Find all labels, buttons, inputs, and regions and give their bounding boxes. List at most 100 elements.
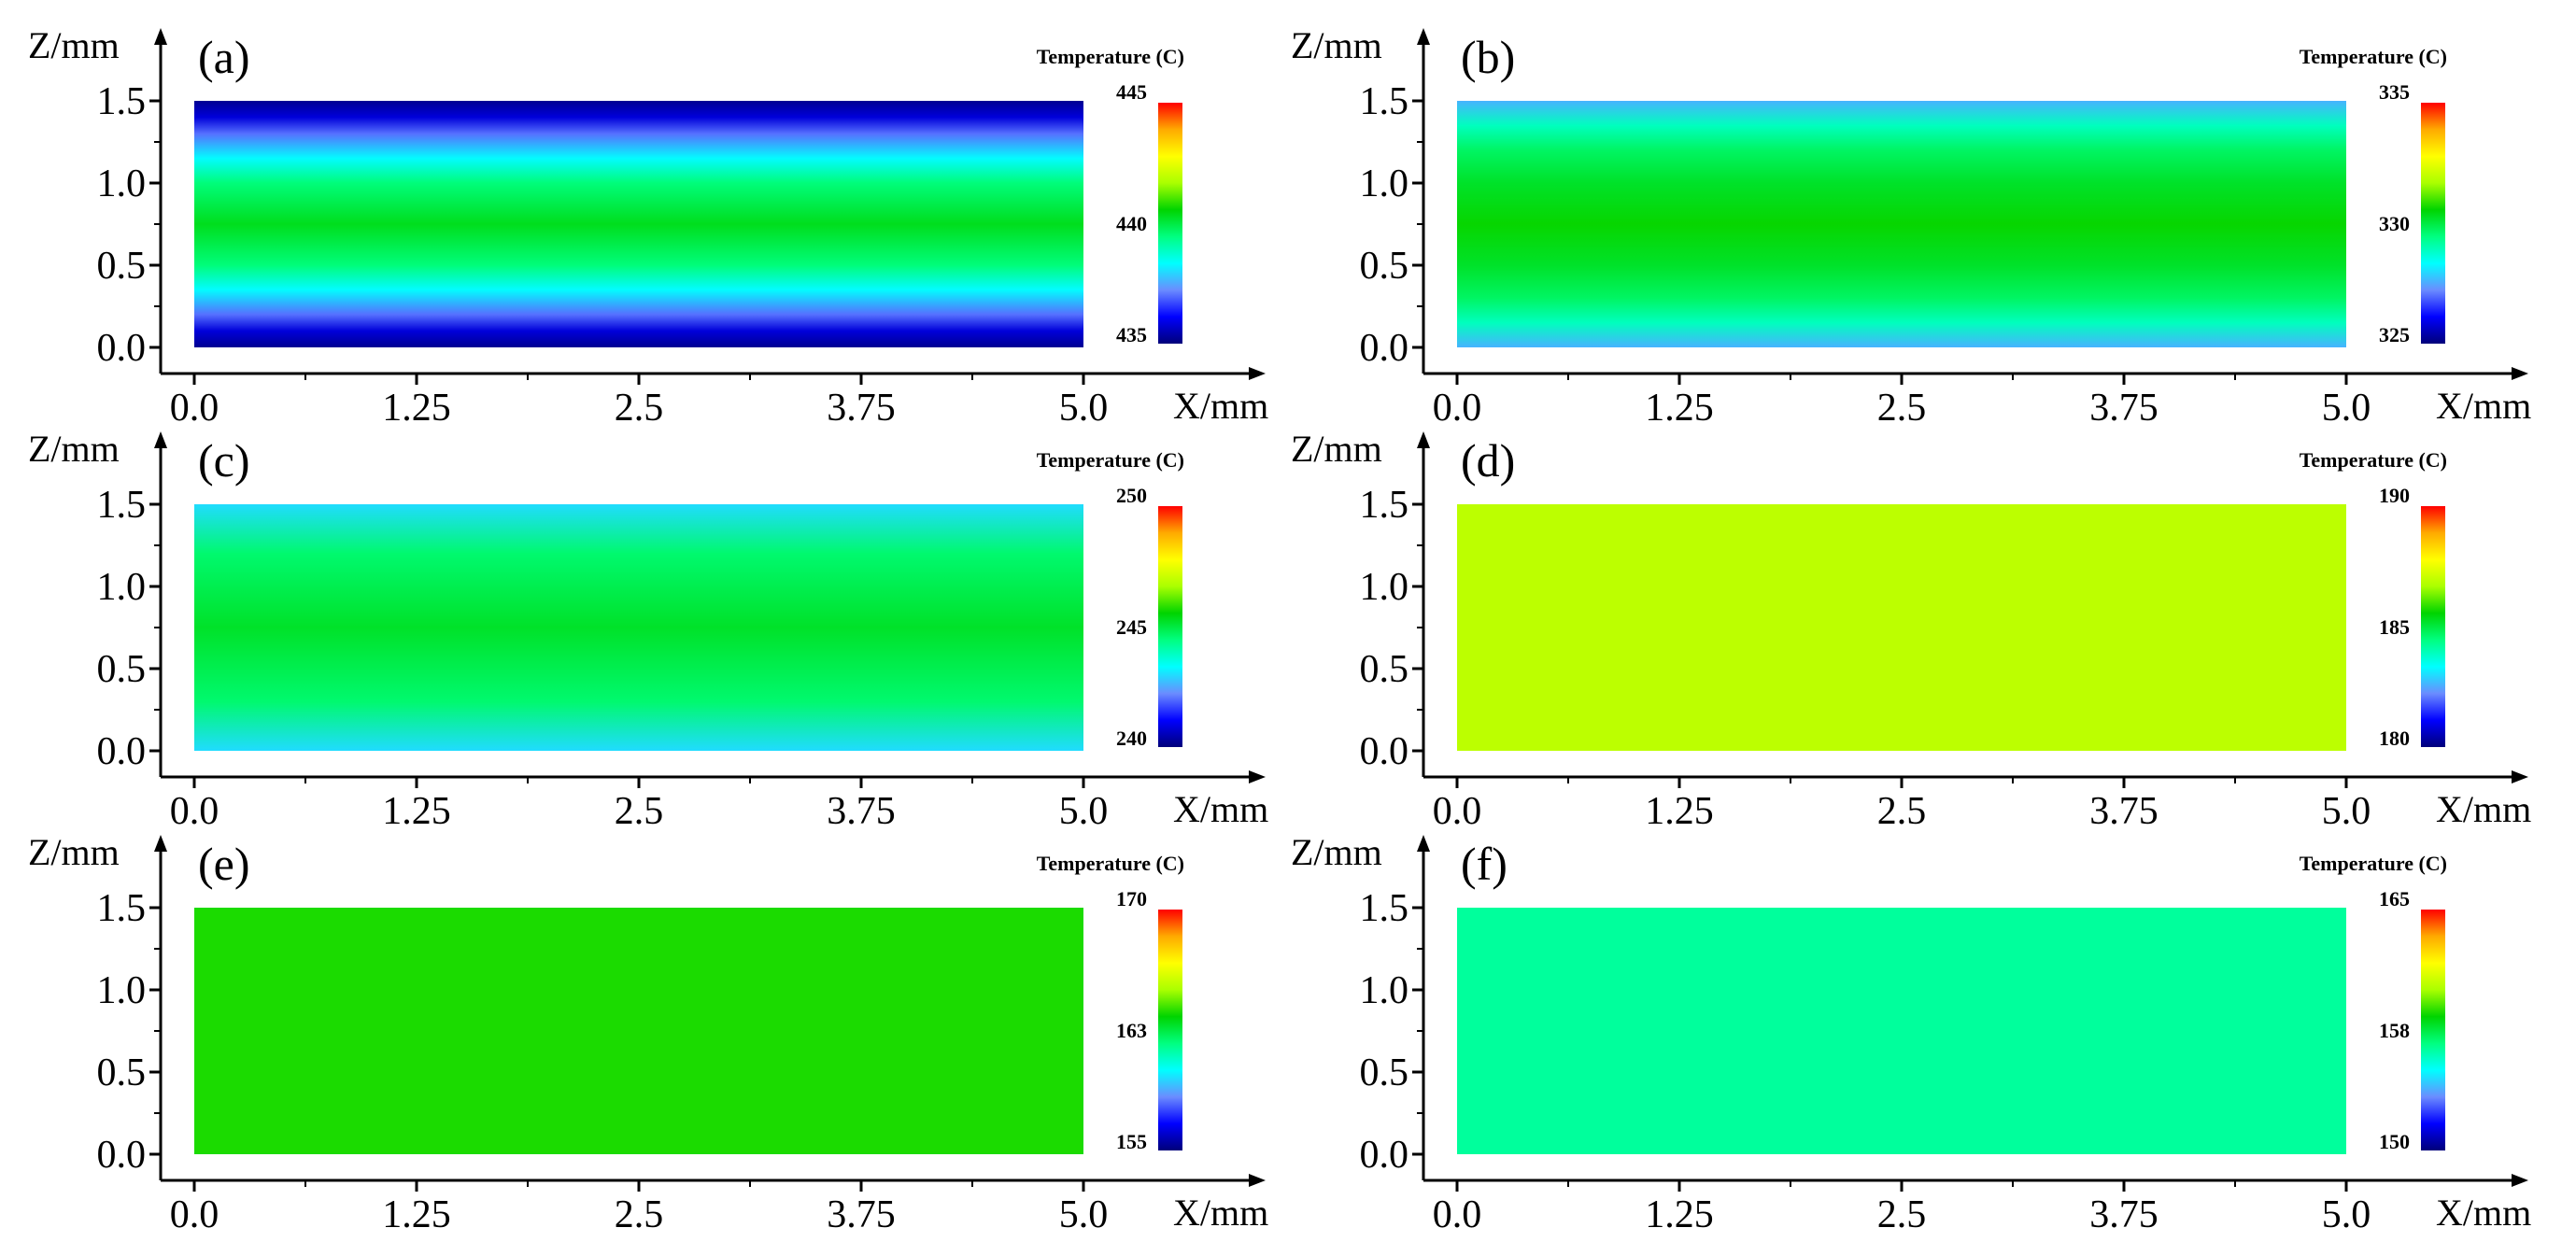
colorbar-title: Temperature (C) — [2300, 852, 2447, 875]
colorbar-title: Temperature (C) — [1037, 852, 1184, 875]
colorbar-tick-label: 240 — [1116, 727, 1147, 750]
y-axis-arrow — [1417, 835, 1430, 852]
x-tick-label: 5.0 — [1059, 1193, 1109, 1236]
y-tick-label: 1.0 — [1360, 566, 1409, 609]
y-axis-arrow — [154, 835, 167, 852]
colorbar — [2421, 910, 2445, 1150]
panel-b: 0.0 0.5 1.0 1.5 0.0 1.25 2.5 3.75 5.0 Z/mm X/mm (b)… — [1291, 24, 2531, 430]
colorbar-tick-label: 435 — [1116, 323, 1147, 346]
y-tick-label: 1.0 — [97, 162, 147, 205]
colorbar-tick-label: 150 — [2379, 1130, 2410, 1153]
x-axis-arrow — [2512, 1174, 2528, 1187]
colorbar-title: Temperature (C) — [2300, 45, 2447, 68]
x-axis-label: X/mm — [2436, 385, 2531, 427]
colorbar-tick-label: 158 — [2379, 1019, 2410, 1042]
x-tick-label: 2.5 — [615, 790, 664, 833]
y-tick-label: 1.5 — [1360, 484, 1409, 527]
y-axis-label: Z/mm — [1291, 24, 1382, 66]
y-tick-label: 0.0 — [97, 1134, 147, 1177]
y-tick-label: 1.5 — [97, 484, 147, 527]
x-tick-label: 2.5 — [615, 387, 664, 430]
temperature-field — [1457, 504, 2346, 751]
x-axis-label: X/mm — [1173, 1192, 1268, 1234]
colorbar-tick-label: 185 — [2379, 615, 2410, 639]
x-tick-label: 3.75 — [827, 790, 896, 833]
x-tick-label: 0.0 — [170, 790, 219, 833]
y-tick-label: 1.5 — [1360, 887, 1409, 930]
y-axis-label: Z/mm — [28, 428, 120, 470]
y-tick-label: 0.0 — [97, 327, 147, 370]
colorbar-tick-label: 165 — [2379, 887, 2410, 910]
colorbar — [2421, 103, 2445, 344]
x-tick-label: 0.0 — [170, 1193, 219, 1236]
colorbar-title: Temperature (C) — [1037, 45, 1184, 68]
x-axis-arrow — [2512, 367, 2528, 380]
x-tick-label: 3.75 — [827, 387, 896, 430]
colorbar-tick-label: 325 — [2379, 323, 2410, 346]
y-tick-label: 1.0 — [1360, 162, 1409, 205]
x-tick-label: 1.25 — [1645, 1193, 1714, 1236]
colorbar-tick-label: 180 — [2379, 727, 2410, 750]
colorbar-tick-label: 440 — [1116, 212, 1147, 235]
y-axis-label: Z/mm — [28, 24, 120, 66]
y-tick-label: 0.5 — [1360, 648, 1409, 691]
x-axis-label: X/mm — [1173, 788, 1268, 830]
x-axis-arrow — [1249, 1174, 1266, 1187]
panel-c: 0.0 0.5 1.0 1.5 0.0 1.25 2.5 3.75 5.0 Z/mm X/mm (c)… — [28, 428, 1268, 833]
panel-d: 0.0 0.5 1.0 1.5 0.0 1.25 2.5 3.75 5.0 Z/mm X/mm (d)… — [1291, 428, 2531, 833]
x-tick-label: 2.5 — [615, 1193, 664, 1236]
x-tick-label: 5.0 — [2322, 790, 2371, 833]
y-tick-label: 0.0 — [1360, 1134, 1409, 1177]
y-axis-label: Z/mm — [28, 831, 120, 873]
y-axis-arrow — [1417, 431, 1430, 448]
x-tick-label: 2.5 — [1877, 790, 1927, 833]
y-tick-label: 0.0 — [1360, 327, 1409, 370]
colorbar — [1158, 910, 1182, 1150]
y-tick-label: 1.0 — [97, 566, 147, 609]
panel-label: (c) — [198, 434, 250, 487]
colorbar-tick-label: 163 — [1116, 1019, 1147, 1042]
colorbar-tick-label: 250 — [1116, 484, 1147, 507]
y-axis-arrow — [154, 28, 167, 45]
x-tick-label: 0.0 — [1433, 790, 1482, 833]
x-tick-label: 0.0 — [170, 387, 219, 430]
x-axis-arrow — [2512, 770, 2528, 783]
colorbar-title: Temperature (C) — [2300, 448, 2447, 472]
x-tick-label: 5.0 — [1059, 387, 1109, 430]
y-tick-label: 0.0 — [97, 730, 147, 773]
x-tick-label: 1.25 — [382, 387, 451, 430]
y-tick-label: 0.0 — [1360, 730, 1409, 773]
x-tick-label: 1.25 — [382, 1193, 451, 1236]
x-tick-label: 3.75 — [2089, 1193, 2158, 1236]
y-tick-label: 0.5 — [1360, 245, 1409, 288]
y-tick-label: 1.5 — [97, 887, 147, 930]
x-tick-label: 0.0 — [1433, 387, 1482, 430]
x-tick-label: 2.5 — [1877, 1193, 1927, 1236]
colorbar — [2421, 506, 2445, 747]
y-tick-label: 0.5 — [97, 1051, 147, 1094]
x-tick-label: 5.0 — [2322, 387, 2371, 430]
y-axis-arrow — [154, 431, 167, 448]
panel-label: (a) — [198, 31, 250, 83]
x-tick-label: 2.5 — [1877, 387, 1927, 430]
temperature-field — [1457, 101, 2346, 347]
colorbar-tick-label: 170 — [1116, 887, 1147, 910]
panel-label: (d) — [1461, 434, 1515, 487]
panel-e: 0.0 0.5 1.0 1.5 0.0 1.25 2.5 3.75 5.0 Z/mm X/mm (e)… — [28, 831, 1268, 1236]
panels: 0.0 0.5 1.0 1.5 0.0 1.25 2.5 3.75 5.0 Z/mm X/mm (a)… — [28, 24, 2531, 1236]
y-axis-arrow — [1417, 28, 1430, 45]
x-axis-arrow — [1249, 367, 1266, 380]
colorbar-title: Temperature (C) — [1037, 448, 1184, 472]
x-tick-label: 3.75 — [2089, 790, 2158, 833]
colorbar-tick-label: 330 — [2379, 212, 2410, 235]
temperature-field — [194, 504, 1083, 751]
panel-label: (f) — [1461, 838, 1507, 890]
y-tick-label: 0.5 — [97, 245, 147, 288]
x-tick-label: 0.0 — [1433, 1193, 1482, 1236]
x-axis-label: X/mm — [2436, 1192, 2531, 1234]
colorbar-tick-label: 335 — [2379, 80, 2410, 104]
colorbar-tick-label: 245 — [1116, 615, 1147, 639]
y-tick-label: 1.5 — [1360, 80, 1409, 123]
temperature-field — [1457, 908, 2346, 1154]
